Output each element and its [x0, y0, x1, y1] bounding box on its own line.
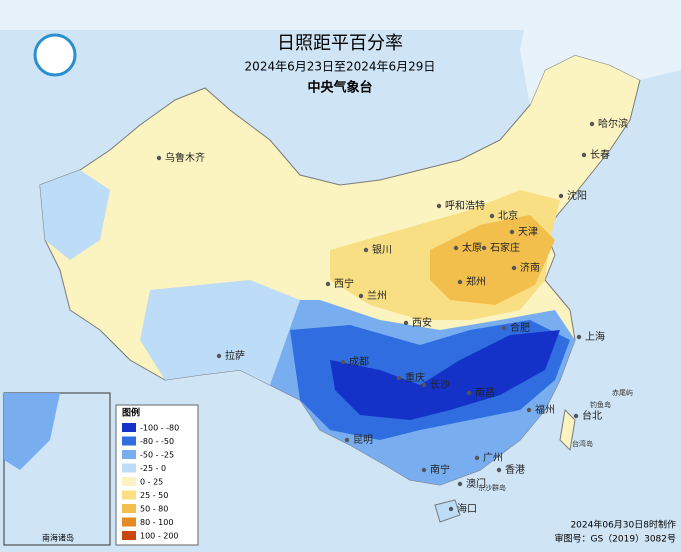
city-label: 西宁 [334, 277, 354, 290]
legend-swatch [122, 504, 136, 513]
city-dot [581, 152, 587, 158]
title: 日照距平百分率 [277, 33, 403, 54]
city-dot [526, 407, 532, 413]
city-label: 天津 [518, 226, 538, 238]
island-label: 东沙群岛 [478, 483, 506, 492]
city-dot [474, 455, 480, 461]
city-dot [421, 382, 427, 388]
city-label: 乌鲁木齐 [165, 151, 205, 164]
agency: 中央气象台 [307, 80, 372, 96]
city-label: 福州 [535, 403, 555, 416]
city-dot [344, 437, 350, 443]
footer-approval: 审图号：GS（2019）3082号 [555, 533, 677, 545]
city-dot [511, 265, 517, 271]
city-label: 沈阳 [567, 189, 587, 202]
city-dot [421, 467, 427, 473]
city-dot [481, 245, 487, 251]
city-dot [216, 353, 222, 359]
island-label: 台湾岛 [572, 439, 593, 448]
city-label: 上海 [585, 330, 605, 343]
legend-swatch [122, 517, 136, 527]
taiwan [559, 408, 576, 452]
footer-made: 2024年06月30日8时制作 [570, 519, 676, 531]
city-label: 澳门 [466, 477, 486, 490]
city-dot [509, 229, 515, 235]
city-dot [340, 359, 346, 365]
city-label: 济南 [520, 261, 540, 274]
city-label: 郑州 [466, 275, 486, 288]
city-dot [457, 481, 463, 487]
city-label: 兰州 [367, 289, 387, 302]
city-dot [448, 506, 454, 512]
city-label: 海口 [457, 502, 477, 515]
city-dot [489, 213, 495, 219]
region-blue-dark [330, 330, 560, 420]
legend-label: -80 - -50 [140, 437, 174, 446]
north-east-land [520, 0, 681, 105]
region-northwest-blue [40, 170, 110, 260]
city-dot [573, 413, 579, 419]
island-label: 赤尾屿 [612, 388, 633, 397]
city-label: 哈尔滨 [598, 117, 628, 130]
inset-land [4, 393, 60, 470]
city-dot [325, 281, 331, 287]
legend-swatch [122, 436, 136, 446]
legend-swatch [122, 477, 136, 486]
city-label: 台北 [582, 409, 602, 422]
city-dot [501, 325, 507, 331]
city-label: 香港 [505, 464, 525, 476]
city-label: 重庆 [405, 371, 425, 384]
legend-label: -50 - -25 [140, 451, 174, 460]
city-label: 太原 [462, 241, 482, 254]
inset-label: 南海诸岛 [42, 533, 74, 543]
city-label: 长沙 [430, 379, 450, 391]
logo [33, 33, 77, 77]
city-dot [156, 155, 162, 161]
legend-swatch [122, 531, 136, 540]
legend-swatch [122, 490, 136, 500]
city-label: 拉萨 [225, 349, 245, 362]
city-label: 成都 [349, 356, 369, 368]
legend-swatch [122, 450, 136, 459]
city-label: 西安 [412, 316, 432, 329]
legend-title: 图例 [122, 407, 140, 419]
city-label: 石家庄 [490, 241, 520, 254]
city-label: 南昌 [475, 386, 495, 399]
legend-label: 80 - 100 [140, 518, 173, 527]
island-label: 钓鱼岛 [590, 400, 611, 409]
city-label: 南宁 [430, 463, 450, 476]
city-dot [363, 247, 369, 253]
legend-label: 25 - 50 [140, 491, 168, 500]
city-label: 昆明 [353, 434, 373, 446]
city-dot [457, 279, 463, 285]
legend-swatch [122, 463, 136, 473]
legend-label: 0 - 25 [140, 478, 163, 487]
city-dot [396, 375, 402, 381]
region-tibet-blue [140, 280, 300, 385]
legend-label: -100 - -80 [140, 424, 179, 433]
city-dot [496, 467, 502, 473]
legend-label: 50 - 80 [140, 505, 168, 514]
legend-swatch [122, 423, 136, 432]
city-dot [453, 245, 459, 251]
legend-label: 100 - 200 [140, 532, 179, 541]
city-label: 呼和浩特 [445, 200, 485, 212]
city-dot [558, 193, 564, 199]
city-label: 广州 [483, 452, 503, 464]
city-dot [403, 320, 409, 326]
city-label: 北京 [498, 209, 518, 222]
city-dot [466, 390, 472, 396]
city-label: 合肥 [510, 321, 530, 334]
city-dot [589, 121, 595, 127]
hainan [434, 499, 461, 523]
city-dot [576, 334, 582, 340]
city-dot [436, 203, 442, 209]
city-label: 长春 [590, 149, 610, 161]
legend-label: -25 - 0 [140, 464, 166, 473]
period: 2024年6月23日至2024年6月29日 [245, 60, 436, 74]
city-label: 银川 [372, 243, 392, 256]
city-dot [358, 293, 364, 299]
